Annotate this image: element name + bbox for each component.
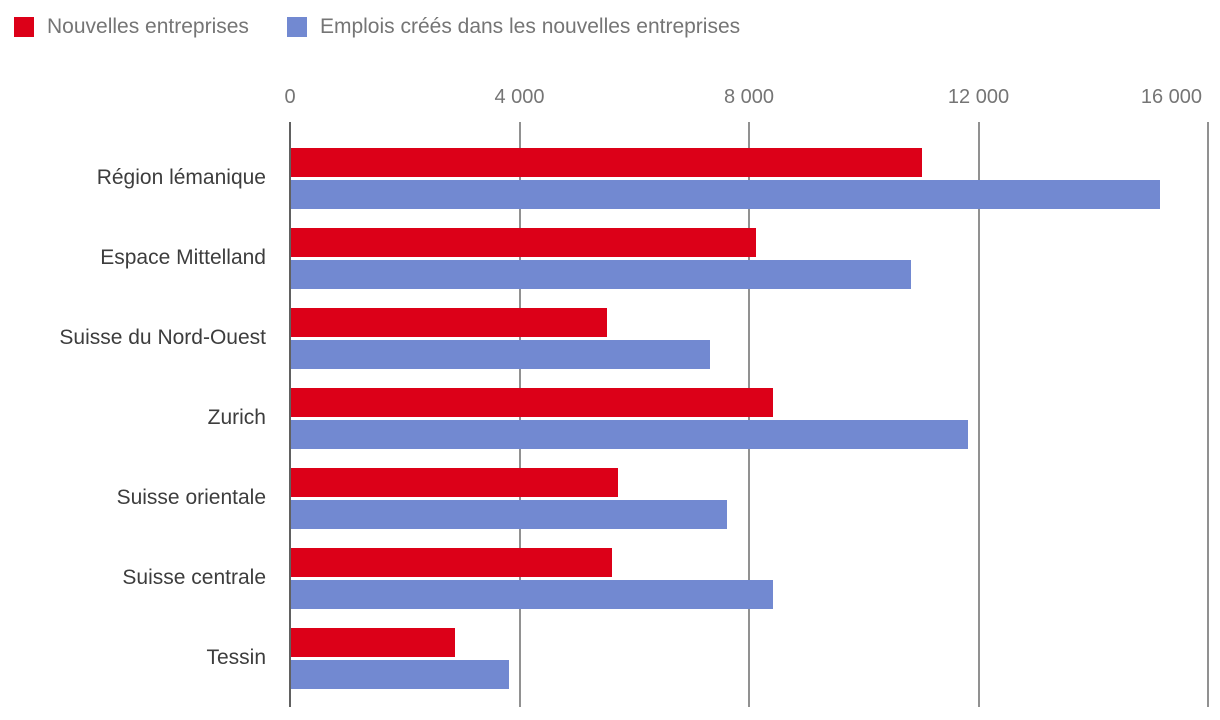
bar-nouvelles-entreprises-suisse-du-nord-ouest[interactable]	[291, 308, 607, 337]
category-label-zurich: Zurich	[207, 406, 266, 429]
bar-emplois-crees-dans-les-nouvelles-entreprises-suisse-centrale[interactable]	[291, 580, 773, 609]
chart-row-espace-mittelland	[291, 216, 1209, 296]
legend-label-nouvelles-entreprises: Nouvelles entreprises	[47, 15, 249, 38]
gridline-12-000	[977, 122, 980, 707]
y-axis-line	[289, 122, 291, 707]
bar-nouvelles-entreprises-suisse-orientale[interactable]	[291, 468, 618, 497]
chart-row-suisse-centrale	[291, 536, 1209, 616]
category-label-region-lemanique: Région lémanique	[96, 166, 266, 189]
legend-swatch-blue-icon	[286, 17, 307, 37]
chart-row-zurich	[291, 376, 1209, 456]
legend-label-emplois-crees: Emplois créés dans les nouvelles entrepr…	[319, 15, 741, 38]
category-label-suisse-centrale: Suisse centrale	[122, 566, 266, 589]
bar-emplois-crees-dans-les-nouvelles-entreprises-suisse-orientale[interactable]	[291, 500, 727, 529]
bar-nouvelles-entreprises-zurich[interactable]	[291, 388, 773, 417]
category-label-suisse-du-nord-ouest: Suisse du Nord-Ouest	[59, 326, 266, 349]
x-tick-label-8-000: 8 000	[723, 86, 775, 108]
bar-nouvelles-entreprises-region-lemanique[interactable]	[291, 148, 922, 177]
x-tick-label-12-000: 12 000	[947, 86, 1010, 108]
chart-row-tessin	[291, 616, 1209, 696]
bar-emplois-crees-dans-les-nouvelles-entreprises-tessin[interactable]	[291, 660, 509, 689]
chart-row-region-lemanique	[291, 136, 1209, 216]
bar-emplois-crees-dans-les-nouvelles-entreprises-region-lemanique[interactable]	[291, 180, 1160, 209]
chart-row-suisse-orientale	[291, 456, 1209, 536]
legend-item-emplois-crees: Emplois créés dans les nouvelles entrepr…	[286, 15, 741, 39]
x-tick-label-0: 0	[284, 86, 296, 108]
chart-row-suisse-du-nord-ouest	[291, 296, 1209, 376]
bar-nouvelles-entreprises-suisse-centrale[interactable]	[291, 548, 612, 577]
chart-legend: Nouvelles entreprises Emplois créés dans…	[14, 12, 740, 42]
legend-swatch-red-icon	[14, 17, 34, 37]
bar-emplois-crees-dans-les-nouvelles-entreprises-espace-mittelland[interactable]	[291, 260, 911, 289]
bar-emplois-crees-dans-les-nouvelles-entreprises-suisse-du-nord-ouest[interactable]	[291, 340, 710, 369]
bar-nouvelles-entreprises-espace-mittelland[interactable]	[291, 228, 756, 257]
gridline-16-000	[1207, 122, 1209, 707]
x-tick-label-4-000: 4 000	[494, 86, 545, 108]
category-label-espace-mittelland: Espace Mittelland	[100, 246, 266, 269]
bar-emplois-crees-dans-les-nouvelles-entreprises-zurich[interactable]	[291, 420, 968, 449]
category-label-suisse-orientale: Suisse orientale	[116, 486, 266, 509]
x-tick-label-16-000: 16 000	[1140, 86, 1202, 108]
bar-nouvelles-entreprises-tessin[interactable]	[291, 628, 455, 657]
category-label-tessin: Tessin	[206, 646, 266, 669]
legend-item-nouvelles-entreprises: Nouvelles entreprises	[14, 15, 249, 39]
